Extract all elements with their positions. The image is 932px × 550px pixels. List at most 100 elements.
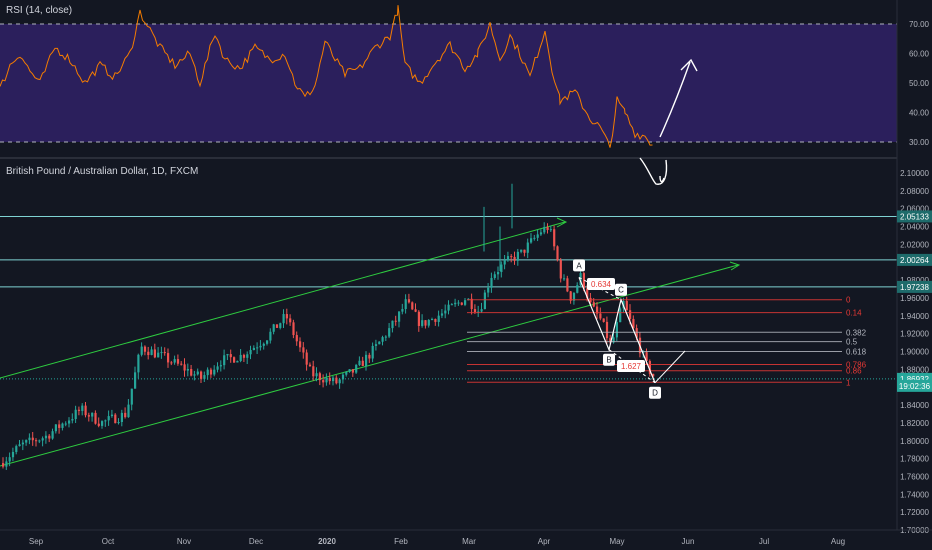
candle-body <box>292 322 295 336</box>
harmonic-pattern[interactable]: A B C D 0.634 1.627 <box>573 259 686 399</box>
price-axis-label: 1.80000 <box>900 437 929 446</box>
pattern-point-box <box>573 259 585 272</box>
candle-body <box>114 414 117 424</box>
candle-body <box>160 352 163 354</box>
candle-body <box>147 351 150 356</box>
candle-body <box>256 347 259 349</box>
candle-body <box>388 328 391 337</box>
pattern-ratio-box <box>587 278 615 290</box>
price-axis-label: 1.78000 <box>900 455 929 464</box>
candle-body <box>170 362 173 364</box>
time-axis-label: Dec <box>249 537 263 546</box>
candle-body <box>526 242 529 253</box>
candle-body <box>464 300 467 305</box>
channel-upper-line[interactable] <box>0 221 566 379</box>
candle-body <box>229 354 232 358</box>
time-axis-label: Apr <box>538 537 551 546</box>
rsi-line <box>0 5 653 148</box>
candle-body <box>635 328 638 338</box>
candle-body <box>648 360 651 374</box>
candle-body <box>421 320 424 326</box>
channel-lower-line[interactable] <box>0 264 739 467</box>
candlestick-series <box>2 183 655 470</box>
rsi-band-fill <box>0 24 897 142</box>
price-axis[interactable]: 70.00 60.00 50.00 40.00 30.00 2.10000 2.08000… <box>896 0 932 535</box>
price-axis-label: 1.92000 <box>900 330 929 339</box>
fib-level-label: 0.86 <box>846 367 862 376</box>
candle-body <box>645 352 648 361</box>
time-axis-label: Jun <box>682 537 695 546</box>
candle-body <box>134 372 137 389</box>
candle-body <box>553 229 556 247</box>
candle-body <box>341 374 345 380</box>
candle-body <box>513 256 516 261</box>
candle-body <box>266 340 269 344</box>
candle-body <box>81 405 84 411</box>
fib-level-label: 1 <box>846 378 851 387</box>
horizontal-lines[interactable] <box>0 215 897 380</box>
candle-body <box>365 354 368 366</box>
candle-body <box>579 273 582 286</box>
candle-body <box>140 346 143 355</box>
rsi-axis-label: 60.00 <box>909 50 930 59</box>
candle-body <box>104 420 107 422</box>
candle-body <box>38 440 41 442</box>
candle-body <box>546 227 549 231</box>
candle-body <box>503 260 506 265</box>
trend-channel[interactable] <box>0 217 741 467</box>
candle-body <box>345 371 348 375</box>
price-tag-label: 1.86932 <box>900 375 929 384</box>
candle-body <box>497 272 500 275</box>
time-axis-label: Jul <box>759 537 769 546</box>
candle-body <box>424 320 427 326</box>
candle-body <box>398 311 401 322</box>
candle-body <box>520 249 523 252</box>
candle-body <box>556 246 559 261</box>
candle-body <box>447 304 450 311</box>
candle-body <box>21 442 24 445</box>
freehand-arrow[interactable] <box>639 58 698 185</box>
candle-body <box>632 318 635 329</box>
candle-body <box>427 319 430 326</box>
candle-body <box>74 409 77 420</box>
candle-body <box>523 249 526 253</box>
price-axis-label: 1.74000 <box>900 490 929 499</box>
pattern-point-label: A <box>576 261 582 270</box>
candle-body <box>206 369 209 376</box>
candle-body <box>384 336 387 338</box>
abcd-pattern-line[interactable] <box>578 277 656 383</box>
candle-body <box>596 306 599 314</box>
candle-body <box>137 354 140 373</box>
candle-body <box>516 251 519 261</box>
candle-body <box>414 309 417 312</box>
candle-body <box>272 324 275 332</box>
candle-body <box>302 347 305 353</box>
candle-body <box>2 463 5 467</box>
rsi-axis-label: 40.00 <box>909 109 930 118</box>
candle-body <box>193 374 196 376</box>
rsi-title: RSI (14, close) <box>6 5 72 16</box>
candle-body <box>437 315 440 322</box>
candle-body <box>480 309 483 312</box>
time-axis-label: Nov <box>177 537 191 546</box>
rsi-pane: RSI (14, close) <box>0 5 897 148</box>
candle-body <box>477 311 480 313</box>
candle-body <box>487 287 490 293</box>
time-axis-label: Aug <box>831 537 845 546</box>
candle-body <box>361 360 364 366</box>
candle-body <box>176 359 180 364</box>
candle-body <box>378 341 381 345</box>
price-tag-label: 1.97238 <box>900 283 929 292</box>
pattern-point-label: D <box>652 389 658 398</box>
candle-body <box>110 414 114 417</box>
candle-body <box>351 369 354 373</box>
candle-body <box>599 313 602 319</box>
candle-body <box>566 278 569 292</box>
time-axis[interactable]: Sep Oct Nov Dec 2020 Feb Mar Apr May Jun Jul Aug <box>0 529 932 546</box>
time-axis-label: Mar <box>462 537 476 546</box>
candle-body <box>246 354 249 358</box>
candle-body <box>41 438 44 441</box>
candle-body <box>226 354 229 356</box>
